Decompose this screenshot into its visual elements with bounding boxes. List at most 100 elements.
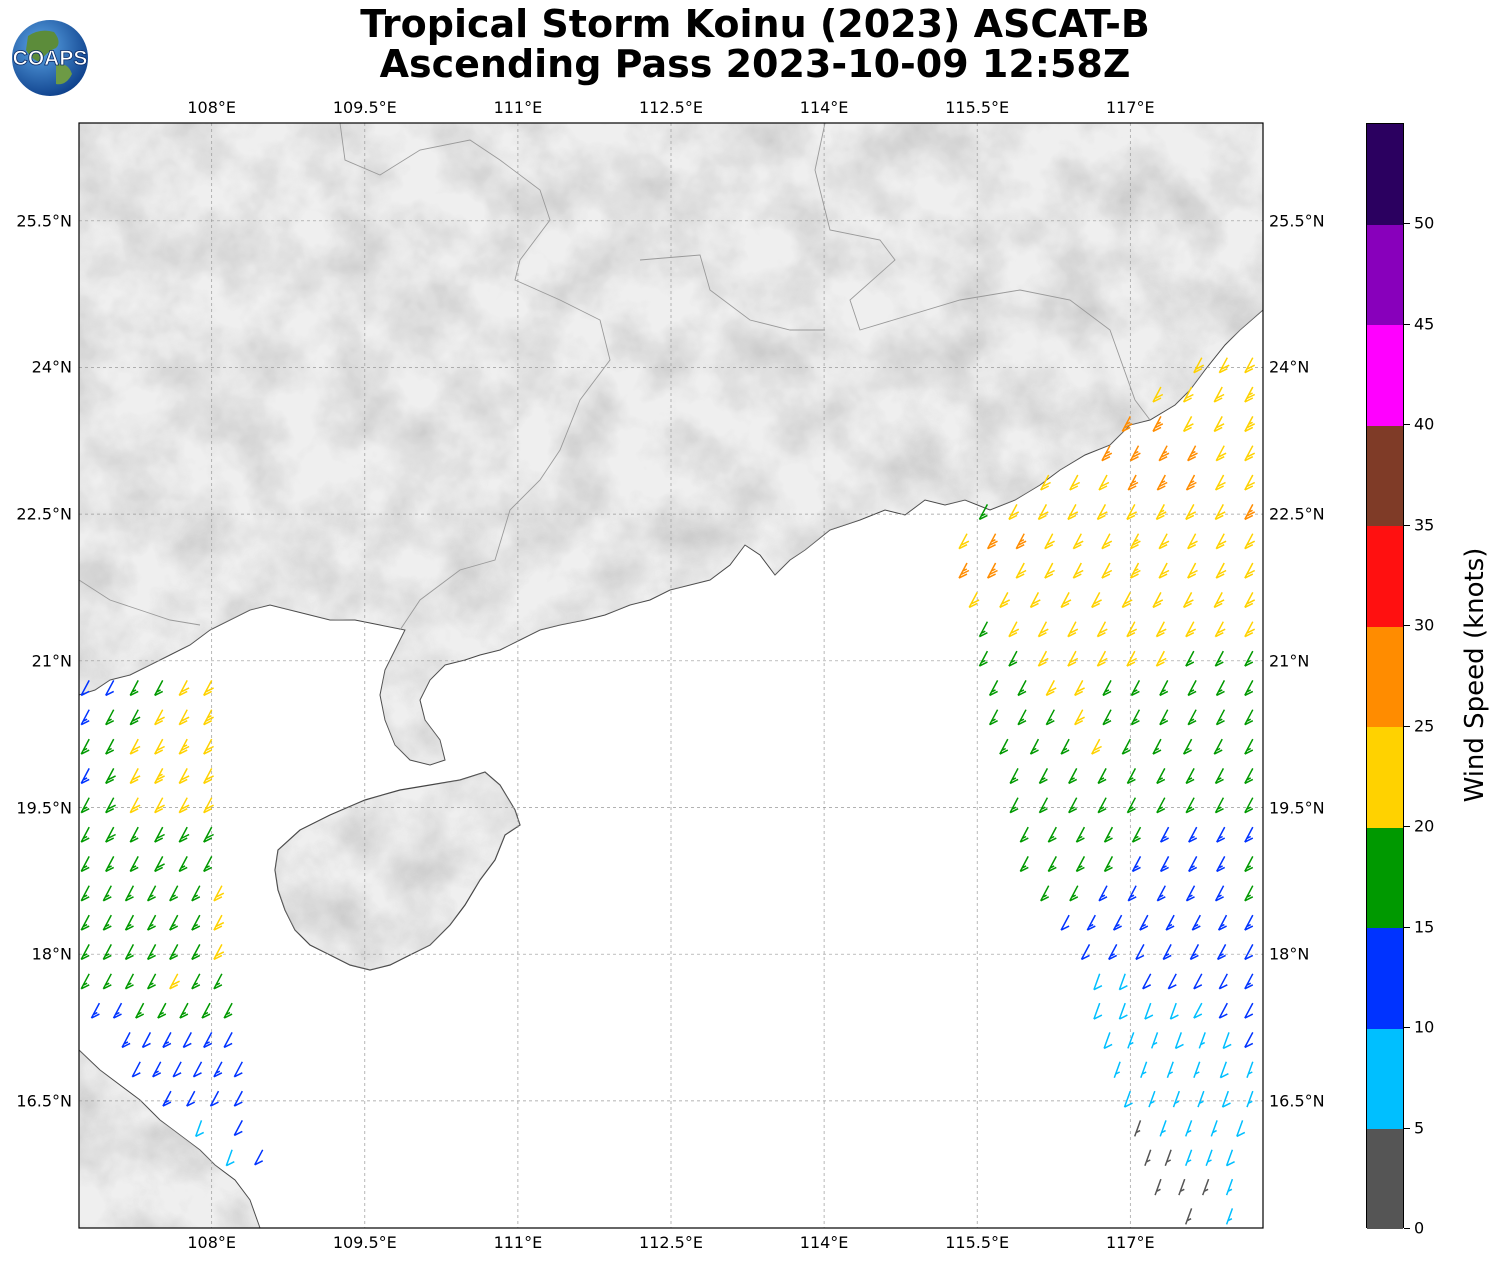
wind-barb-stroke: [1225, 1149, 1235, 1167]
wind-barb-stroke: [1244, 386, 1256, 403]
wind-barb: [1075, 856, 1086, 873]
wind-barb-stroke: [1126, 768, 1137, 785]
wind-barb-stroke: [1102, 709, 1112, 726]
wind-barb-stroke: [1225, 1208, 1234, 1225]
colorbar-segment: [1367, 626, 1403, 728]
wind-barb: [1166, 1061, 1174, 1078]
wind-barb: [203, 709, 214, 726]
wind-barb-stroke: [1037, 504, 1049, 521]
wind-barb: [1130, 709, 1141, 726]
wind-barb-stroke: [1213, 386, 1225, 403]
wind-barb-stroke: [1222, 1032, 1232, 1050]
lon-label-top: 111°E: [493, 98, 543, 117]
wind-barb: [1185, 768, 1195, 785]
wind-barb: [1098, 885, 1108, 902]
wind-barb-stroke: [1029, 592, 1041, 609]
wind-barb-stroke: [1038, 768, 1049, 785]
wind-barb-stroke: [1103, 1032, 1113, 1050]
logo-text: COAPS: [13, 47, 88, 70]
wind-barb: [1158, 533, 1170, 550]
colorbar-tick-label: 45: [1414, 314, 1435, 334]
wind-barb-stroke: [154, 768, 165, 785]
wind-barb: [129, 709, 141, 726]
wind-barb-stroke: [102, 944, 112, 961]
wind-barb-stroke: [1069, 474, 1081, 491]
colorbar-tick: [1404, 1127, 1410, 1129]
wind-barb: [1244, 386, 1256, 403]
wind-barb: [978, 621, 989, 638]
national-border: [79, 579, 201, 626]
wind-barb: [1069, 885, 1079, 902]
province-border-3: [639, 254, 825, 331]
wind-barb-stroke: [1113, 1061, 1121, 1078]
colorbar-tick: [1404, 524, 1410, 526]
wind-barb: [1216, 826, 1226, 843]
colorbar-tick: [1404, 1027, 1410, 1029]
wind-barb: [1074, 709, 1085, 726]
wind-barb-stroke: [191, 885, 201, 902]
wind-barb: [1225, 1178, 1234, 1196]
wind-barb-stroke: [1185, 797, 1195, 814]
wind-barb-stroke: [1214, 768, 1225, 785]
wind-barb: [1096, 621, 1108, 638]
wind-barb: [172, 1061, 182, 1078]
wind-barb: [1045, 709, 1055, 726]
wind-barb: [135, 1002, 145, 1019]
colorbar-tick-label: 40: [1414, 414, 1435, 434]
wind-barb-stroke: [178, 797, 190, 814]
wind-barb-stroke: [194, 1120, 205, 1138]
wind-barb-stroke: [80, 680, 90, 697]
wind-barb-stroke: [154, 738, 165, 755]
wind-barb: [1040, 885, 1050, 902]
wind-barb: [1214, 621, 1226, 638]
wind-barb-stroke: [1215, 562, 1227, 579]
wind-barb: [1215, 562, 1227, 579]
wind-barb: [1182, 416, 1194, 433]
wind-barb: [1244, 768, 1254, 785]
wind-barb: [1187, 445, 1198, 462]
wind-barb: [1068, 797, 1078, 814]
wind-barb: [1038, 768, 1049, 785]
wind-barb: [1045, 680, 1057, 697]
wind-barb-stroke: [223, 1002, 233, 1019]
wind-barb: [1047, 826, 1057, 843]
wind-barb-stroke: [124, 944, 135, 961]
wind-barb-stroke: [1185, 474, 1197, 491]
wind-barb: [1191, 914, 1201, 931]
wind-barb: [1155, 504, 1167, 521]
wind-barb-stroke: [1198, 1032, 1206, 1049]
wind-barb: [1215, 709, 1226, 726]
wind-barb-stroke: [203, 856, 213, 873]
wind-barb: [1167, 973, 1177, 990]
wind-barb-stroke: [1244, 445, 1256, 462]
wind-barb-stroke: [1067, 650, 1079, 667]
wind-barb-stroke: [1154, 1178, 1162, 1196]
wind-barb: [201, 1002, 211, 1019]
colorbar-tick-label: 25: [1414, 716, 1435, 736]
wind-barb-stroke: [1019, 856, 1029, 873]
wind-barb: [1152, 386, 1164, 403]
wind-barb: [978, 504, 989, 521]
wind-barb: [1044, 533, 1055, 550]
wind-barb: [203, 856, 213, 873]
wind-barb-stroke: [105, 738, 115, 755]
coaps-logo: COAPS: [12, 20, 88, 96]
wind-barb: [105, 797, 116, 814]
lat-label-right: 24°N: [1269, 357, 1310, 377]
wind-barb: [1118, 973, 1128, 991]
wind-barb-stroke: [1218, 973, 1228, 990]
colorbar-tick-label: 35: [1414, 515, 1435, 535]
wind-barb-stroke: [1215, 709, 1226, 726]
wind-barb: [102, 885, 112, 902]
wind-barb-stroke: [1037, 621, 1049, 638]
wind-barb: [1159, 1120, 1167, 1137]
wind-barb-stroke: [154, 826, 165, 843]
wind-barb-stroke: [1246, 1061, 1254, 1078]
wind-barb: [1214, 474, 1226, 491]
wind-barb-stroke: [978, 650, 989, 667]
wind-barb-stroke: [1246, 1090, 1254, 1108]
wind-barb-stroke: [1218, 1002, 1228, 1019]
wind-barb-stroke: [1044, 562, 1055, 579]
wind-barb-stroke: [1126, 504, 1138, 521]
wind-barb-stroke: [1244, 709, 1254, 726]
